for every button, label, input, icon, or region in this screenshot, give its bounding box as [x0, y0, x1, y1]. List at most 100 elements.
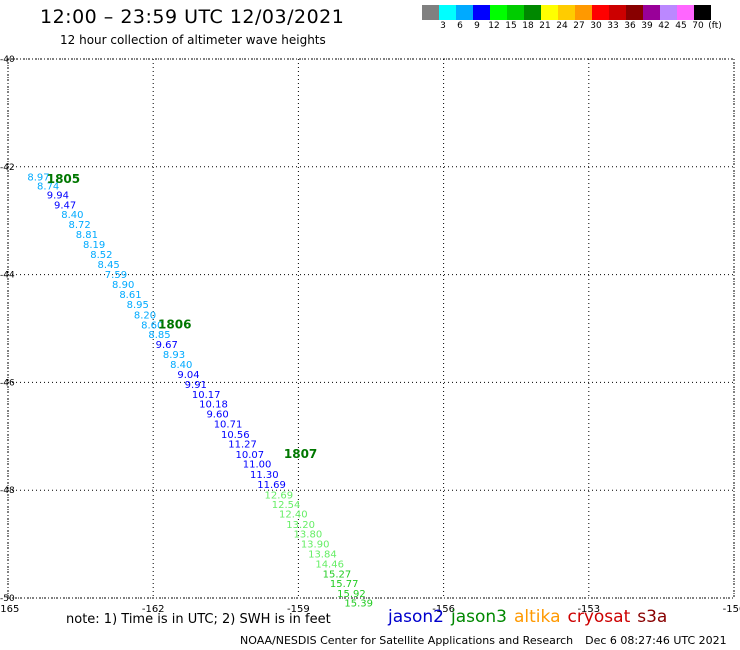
swh-value: 10.17	[192, 390, 221, 401]
swh-value: 9.04	[177, 370, 199, 381]
x-tick-label: -150	[723, 604, 740, 615]
footer-credit: NOAA/NESDIS Center for Satellite Applica…	[240, 634, 574, 647]
chart-title: 12:00 – 23:59 UTC 12/03/2021	[40, 6, 345, 28]
legend-label: 9	[474, 21, 480, 31]
y-tick-label: -46	[0, 378, 15, 388]
legend-swatch	[439, 5, 456, 20]
legend-swatches	[422, 5, 711, 20]
swh-value: 11.27	[228, 440, 257, 451]
swh-value: 8.61	[119, 290, 141, 301]
swh-value: 8.95	[127, 300, 149, 311]
swh-value: 9.91	[185, 380, 207, 391]
swh-value: 9.67	[156, 340, 178, 351]
swh-value: 8.19	[83, 240, 105, 251]
satellite-s3a: s3a	[637, 607, 668, 627]
swh-value: 12.54	[272, 500, 301, 511]
legend-swatch	[643, 5, 660, 20]
swh-value: 10.71	[214, 420, 243, 431]
swh-value: 10.07	[235, 450, 264, 461]
legend-label: 45	[675, 21, 687, 31]
legend-swatch	[660, 5, 677, 20]
legend-swatch	[677, 5, 694, 20]
legend-swatch	[558, 5, 575, 20]
x-tick-label: -156	[432, 604, 455, 615]
swh-value: 8.45	[98, 260, 120, 271]
swh-value: 9.47	[54, 200, 76, 211]
swh-value: 14.46	[315, 559, 344, 570]
legend-swatch	[422, 5, 439, 20]
swh-value: 8.85	[148, 330, 170, 341]
swh-value: 8.60	[141, 321, 163, 332]
footer-timestamp: Dec 6 08:27:46 UTC 2021	[585, 634, 727, 647]
satellite-jason3: jason3	[451, 607, 507, 627]
legend-swatch	[626, 5, 643, 20]
legend-label: 36	[624, 21, 636, 31]
legend-label: 42	[658, 21, 670, 31]
swh-value: 11.69	[257, 480, 286, 491]
swh-value: 12.69	[265, 490, 294, 501]
legend-label: 12	[488, 21, 500, 31]
swh-value: 15.77	[330, 579, 359, 590]
legend-label: 27	[573, 21, 585, 31]
swh-value: 8.97	[27, 172, 49, 183]
legend-swatch	[456, 5, 473, 20]
legend-label: 24	[556, 21, 568, 31]
swh-value: 8.40	[170, 360, 192, 371]
swh-value: 8.74	[37, 181, 59, 192]
note-text: note: 1) Time is in UTC; 2) SWH is in fe…	[66, 612, 331, 627]
legend-swatch	[490, 5, 507, 20]
swh-value: 8.20	[134, 310, 156, 321]
legend-swatch	[541, 5, 558, 20]
legend-label: 15	[505, 21, 517, 31]
swh-value: 8.93	[163, 350, 185, 361]
x-tick-label: -159	[287, 604, 310, 615]
footer: NOAA/NESDIS Center for Satellite Applica…	[240, 634, 727, 647]
swh-value: 8.81	[76, 230, 98, 241]
time-label: 1805	[47, 172, 80, 186]
satellite-altika: altika	[514, 607, 561, 627]
legend-label: 39	[641, 21, 653, 31]
swh-value: 15.39	[344, 599, 373, 610]
legend-swatch	[609, 5, 626, 20]
legend-label: 33	[607, 21, 619, 31]
swh-value: 13.20	[286, 520, 315, 531]
legend-swatch	[575, 5, 592, 20]
y-tick-label: -44	[0, 271, 15, 281]
legend-labels: 3 6 9 12 15 18 21 24 27 30 33 36 39 42 45 70 (ft)	[422, 21, 740, 35]
y-tick-label: -40	[0, 55, 15, 65]
swh-value: 10.18	[199, 400, 228, 411]
swh-value: 13.84	[308, 550, 337, 561]
plot-frame	[7, 58, 735, 599]
swh-value: 9.94	[47, 191, 69, 202]
y-tick-label: -42	[0, 163, 15, 173]
swh-value: 8.52	[90, 250, 112, 261]
swh-value: 9.60	[206, 409, 228, 420]
satellite-jason2: jason2	[388, 607, 444, 627]
swh-value: 8.72	[69, 220, 91, 231]
legend-swatch	[694, 5, 711, 20]
legend-label: 70	[692, 21, 704, 31]
swh-value: 15.27	[323, 570, 352, 581]
time-label: 1807	[284, 447, 317, 461]
swh-value: 8.90	[112, 280, 134, 291]
swh-value: 11.00	[243, 460, 272, 471]
swh-value: 11.30	[250, 470, 279, 481]
legend-label: 18	[522, 21, 534, 31]
x-tick-label: -162	[142, 604, 165, 615]
y-tick-label: -50	[0, 594, 15, 604]
x-tick-label: -153	[577, 604, 600, 615]
swh-value: 8.40	[61, 210, 83, 221]
time-label: 1806	[158, 318, 191, 332]
legend-swatch	[507, 5, 524, 20]
swh-value: 13.90	[301, 539, 330, 550]
legend-label: 6	[457, 21, 463, 31]
swh-value: 7.59	[105, 270, 127, 281]
swh-value: 12.40	[279, 510, 308, 521]
satellite-cryosat: cryosat	[567, 607, 631, 627]
legend-label: (ft)	[708, 21, 722, 31]
satellite-legend: jason2 jason3 altika cryosat s3a	[388, 607, 674, 627]
y-tick-label: -48	[0, 486, 15, 496]
swh-value: 15.92	[337, 589, 366, 600]
legend-label: 30	[590, 21, 602, 31]
